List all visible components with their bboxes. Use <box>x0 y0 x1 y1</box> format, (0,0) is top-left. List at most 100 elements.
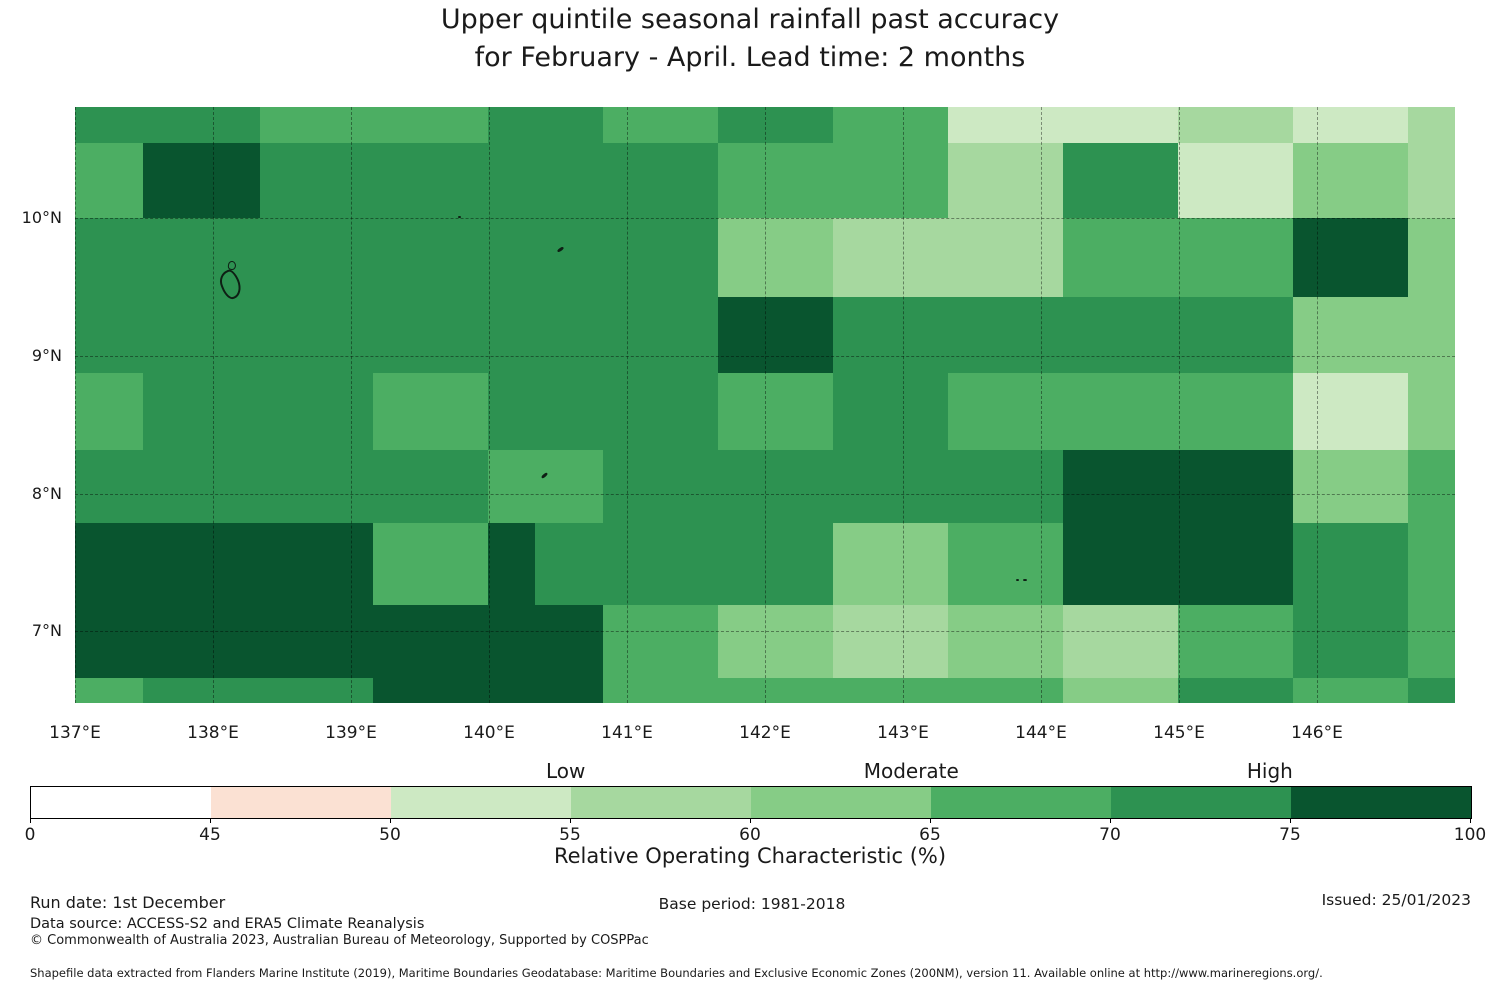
map-cell <box>833 523 949 606</box>
footer-base-period: Base period: 1981-2018 <box>658 895 846 913</box>
x-tick-label: 146°E <box>1291 723 1343 743</box>
footer-copyright: © Commonwealth of Australia 2023, Austra… <box>30 933 649 948</box>
map-cell <box>1408 450 1455 524</box>
map-cell <box>75 297 719 374</box>
colorbar-tick <box>1470 818 1471 823</box>
colorbar-tick-label: 60 <box>739 825 761 845</box>
map-cell <box>142 678 374 703</box>
colorbar-segment <box>931 787 1111 818</box>
colorbar-category-label: High <box>1246 759 1293 783</box>
map-cell <box>1063 143 1179 219</box>
colorbar-tick <box>570 818 571 823</box>
graticule-meridian <box>765 107 766 703</box>
x-tick-label: 137°E <box>49 723 101 743</box>
map-cell <box>75 107 261 144</box>
map-cell <box>75 523 374 606</box>
graticule-meridian <box>1317 107 1318 703</box>
colorbar-category-label: Low <box>545 759 586 783</box>
colorbar-tick-label: 70 <box>1099 825 1121 845</box>
x-tick-label: 142°E <box>739 723 791 743</box>
map-cell <box>372 372 489 451</box>
graticule-parallel <box>75 494 1455 495</box>
map-cell <box>718 297 834 374</box>
colorbar-tick-label: 45 <box>199 825 221 845</box>
colorbar-axis-label: Relative Operating Characteristic (%) <box>553 844 947 868</box>
graticule-meridian <box>213 107 214 703</box>
map-cell <box>1408 143 1455 219</box>
map-cell <box>1408 678 1455 703</box>
colorbar <box>30 786 1472 819</box>
map-cell <box>1293 372 1409 451</box>
map-cell <box>75 450 489 524</box>
colorbar-tick <box>30 818 31 823</box>
map-cell <box>602 450 1064 524</box>
map-cell <box>602 107 719 144</box>
map-cell <box>142 372 374 451</box>
footer-shapefile: Shapefile data extracted from Flanders M… <box>30 966 1323 980</box>
x-tick-label: 144°E <box>1015 723 1067 743</box>
colorbar-tick <box>210 818 211 823</box>
map-cell <box>948 107 1179 144</box>
map-cell <box>1063 450 1294 524</box>
map-cell <box>1408 605 1455 679</box>
map-cell <box>833 605 949 679</box>
colorbar-segment <box>1111 787 1291 818</box>
map-cell <box>1293 143 1409 219</box>
graticule-parallel <box>75 218 1455 219</box>
map-cell <box>75 678 144 703</box>
map-cell <box>718 372 834 451</box>
map-cell <box>1063 523 1294 606</box>
map-cell <box>602 678 1064 703</box>
map-cell <box>1178 143 1294 219</box>
y-tick-label: 7°N <box>31 621 62 640</box>
map-cell <box>488 107 604 144</box>
map-cell <box>1408 372 1455 451</box>
colorbar-tick-label: 100 <box>1453 825 1487 845</box>
island-coastline <box>1016 579 1019 581</box>
map-cell <box>602 605 719 679</box>
map-cell <box>1293 450 1409 524</box>
map-cell <box>75 372 144 451</box>
map-cell <box>718 218 834 298</box>
colorbar-tick-label: 0 <box>24 825 36 845</box>
map-cell <box>488 523 536 606</box>
map-cell <box>142 143 261 219</box>
map-cell <box>1293 678 1409 703</box>
colorbar-segment <box>1291 787 1471 818</box>
map-cell <box>1178 107 1294 144</box>
map-cell <box>1178 605 1294 679</box>
map-cell <box>372 523 489 606</box>
colorbar-tick <box>930 818 931 823</box>
map-cell <box>1063 605 1179 679</box>
map-cell <box>260 143 719 219</box>
graticule-parallel <box>75 631 1455 632</box>
map-cell <box>535 523 834 606</box>
map-cell <box>833 218 1064 298</box>
map-cell <box>1408 107 1455 144</box>
map-plot <box>75 107 1455 703</box>
map-cell <box>1178 678 1294 703</box>
graticule-meridian <box>75 107 76 703</box>
footer-data-source: Data source: ACCESS-S2 and ERA5 Climate … <box>30 916 425 932</box>
colorbar-tick-label: 55 <box>559 825 581 845</box>
colorbar-tick <box>390 818 391 823</box>
map-cell <box>833 297 1294 374</box>
map-cell <box>260 107 489 144</box>
island-coastline <box>458 216 461 218</box>
map-cell <box>718 605 834 679</box>
colorbar-segment <box>391 787 571 818</box>
map-cell <box>75 143 144 219</box>
y-tick-label: 8°N <box>31 484 62 503</box>
colorbar-segment <box>571 787 751 818</box>
footer-issued: Issued: 25/01/2023 <box>1321 891 1471 909</box>
map-cell <box>488 372 719 451</box>
map-cell <box>1293 107 1409 144</box>
y-tick-label: 10°N <box>21 208 62 227</box>
colorbar-tick <box>1110 818 1111 823</box>
map-cell <box>1293 605 1409 679</box>
y-tick-label: 9°N <box>31 346 62 365</box>
map-cell <box>833 107 949 144</box>
graticule-meridian <box>1041 107 1042 703</box>
colorbar-tick <box>1290 818 1291 823</box>
map-cell <box>1293 218 1409 298</box>
